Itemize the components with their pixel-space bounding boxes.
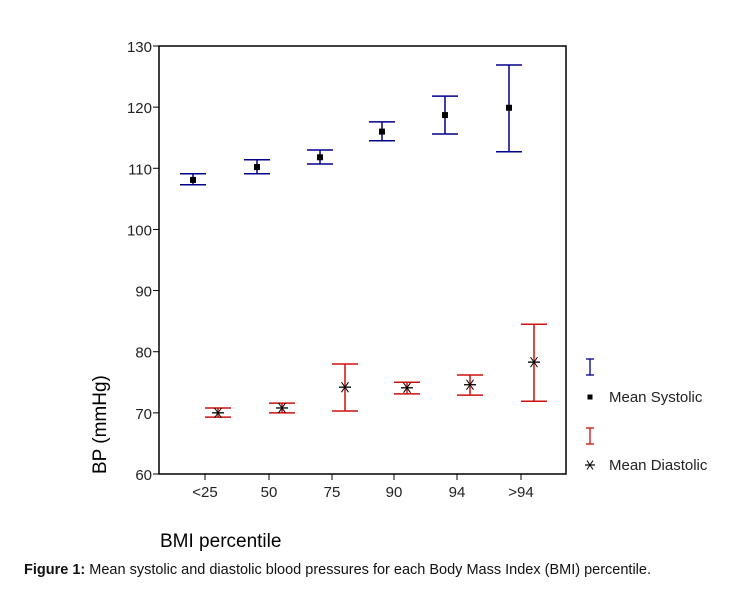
x-axis-title: BMI percentile [160, 531, 281, 552]
x-tick-label: 75 [324, 484, 341, 501]
error-bar [521, 323, 547, 402]
y-tick-label: 120 [127, 100, 152, 117]
legend-label: Mean Systolic [609, 389, 703, 406]
legend-errorbar-icon [586, 358, 594, 376]
series-mean-systolic [180, 64, 522, 186]
y-tick-label: 80 [135, 345, 152, 362]
error-bar [180, 173, 206, 186]
error-bar [205, 407, 231, 419]
error-bar [496, 64, 522, 153]
y-axis: 60 70 80 90 100 110 120 130 [127, 39, 159, 484]
figure-caption: Figure 1: Mean systolic and diastolic bl… [24, 562, 651, 578]
x-tick-label: <25 [192, 484, 217, 501]
y-tick-label: 70 [135, 406, 152, 423]
error-bar [369, 121, 395, 142]
mean-marker [379, 128, 385, 135]
y-tick-label: 130 [127, 39, 152, 56]
error-bar [269, 402, 295, 414]
mean-marker [339, 381, 351, 393]
legend-item-mean-systolic: Mean Systolic [586, 358, 703, 406]
x-tick-label: >94 [508, 484, 533, 501]
legend-errorbar-icon [586, 427, 594, 445]
mean-marker [442, 112, 448, 119]
legend: Mean Systolic Mean Diastolic [585, 358, 708, 474]
error-bar [432, 95, 458, 135]
legend-asterisk-icon [585, 460, 595, 470]
error-bar [394, 381, 420, 395]
series-layer [180, 64, 547, 419]
plot-frame [158, 45, 567, 475]
caption-label: Figure 1: [24, 562, 86, 578]
legend-item-mean-diastolic: Mean Diastolic [585, 427, 708, 474]
mean-marker [528, 356, 540, 368]
mean-marker [276, 402, 288, 414]
y-tick-label: 110 [128, 161, 152, 178]
mean-marker [212, 407, 224, 419]
y-axis-title: BP (mmHg) [90, 375, 111, 474]
caption-text: Mean systolic and diastolic blood pressu… [85, 562, 651, 578]
mean-marker [401, 382, 413, 394]
mean-marker [190, 176, 196, 183]
series-mean-diastolic [205, 323, 547, 419]
x-tick-label: 50 [261, 484, 278, 501]
x-tick-label: 90 [386, 484, 403, 501]
x-axis: <25 50 75 90 94 >94 [192, 474, 534, 501]
error-bar [244, 158, 270, 175]
mean-marker [254, 164, 260, 171]
mean-marker [506, 104, 512, 111]
y-tick-label: 60 [135, 467, 152, 484]
legend-label: Mean Diastolic [609, 457, 708, 474]
error-bar [307, 149, 333, 165]
mean-marker [317, 154, 323, 161]
error-bar [332, 363, 358, 412]
mean-marker [464, 379, 476, 391]
y-tick-label: 90 [135, 284, 152, 301]
y-tick-label: 100 [127, 222, 152, 239]
error-bar [457, 374, 483, 396]
plot-border [158, 45, 567, 475]
x-tick-label: 94 [449, 484, 466, 501]
legend-square-icon [587, 394, 593, 400]
